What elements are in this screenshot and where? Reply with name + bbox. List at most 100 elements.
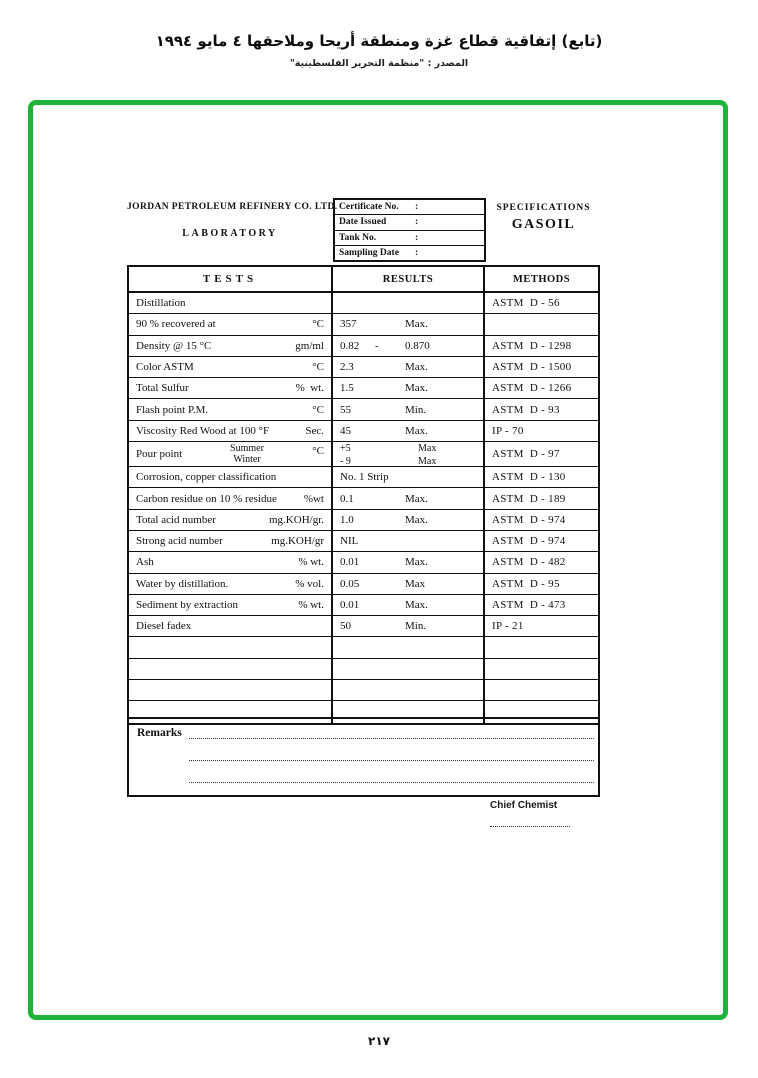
results-cell: 357 Max.	[333, 314, 485, 335]
test-name: Ash	[136, 556, 154, 569]
sampling-date-label: Sampling Date	[339, 247, 399, 258]
certificate-box: Certificate No. : Date Issued : Tank No.…	[333, 198, 486, 262]
result-value: +5	[340, 443, 351, 455]
method-cell: ASTM D - 130	[485, 467, 598, 487]
table-row: Pour point Summer Winter °C +5 Max - 9 Max ASTM …	[129, 442, 598, 468]
tests-cell: Flash point P.M. °C	[129, 399, 333, 420]
tank-no-field: Tank No. :	[335, 231, 484, 246]
test-unit: gm/ml	[295, 339, 324, 352]
company-name: JORDAN PETROLEUM REFINERY CO. LTD.	[127, 202, 338, 212]
result-value: No. 1 Strip	[340, 471, 389, 484]
signature-line	[490, 826, 570, 827]
table-row: Diesel fadex 50 Min. IP - 21	[129, 616, 598, 638]
results-cell: 1.0 Max.	[333, 509, 485, 530]
tests-cell	[129, 637, 333, 658]
results-cell: 1.5 Max.	[333, 378, 485, 399]
laboratory-label: LABORATORY	[182, 228, 278, 239]
result-qualifier: Max.	[405, 361, 428, 374]
method-cell: IP - 21	[485, 616, 598, 636]
result-qualifier: Min.	[405, 620, 427, 633]
remarks-line	[189, 782, 594, 783]
result-qualifier: Max.	[405, 382, 428, 395]
test-name: Sediment by extraction	[136, 599, 239, 611]
table-row: Total acid number mg.KOH/gr. 1.0 Max. ASTM D…	[129, 509, 598, 531]
method-cell: ASTM D - 56	[485, 293, 598, 313]
tests-cell: 90 % recovered at °C	[129, 314, 333, 335]
results-cell: 0.1 Max.	[333, 488, 485, 509]
method-name: ASTM D - 1500	[492, 361, 572, 374]
result-qualifier: Max.	[405, 599, 428, 611]
test-name: Carbon residue on 10 % residue	[136, 492, 277, 505]
tests-cell: Strong acid number mg.KOH/gr	[129, 530, 333, 552]
table-row	[129, 637, 598, 659]
result-dash: -	[375, 339, 379, 352]
test-unit: % wt.	[298, 556, 324, 569]
tests-cell: Corrosion, copper classification	[129, 467, 333, 488]
tests-cell: Density @ 15 °C gm/ml	[129, 335, 333, 356]
method-cell: ASTM D - 974	[485, 531, 598, 551]
remarks-line	[189, 738, 594, 739]
spec-table: TESTS RESULTS METHODS Distillation ASTM D…	[127, 265, 600, 725]
result-qualifier: Max.	[405, 513, 428, 526]
tests-header: TESTS	[129, 267, 333, 291]
result-qualifier: Max.	[405, 556, 428, 569]
result-value: 55	[340, 403, 351, 416]
method-cell: ASTM D - 482	[485, 552, 598, 572]
results-cell: 0.01 Max.	[333, 594, 485, 616]
table-row: Flash point P.M. °C 55 Min. ASTM D - 93	[129, 399, 598, 421]
result-line: - 9 Max	[333, 456, 483, 467]
test-name: Corrosion, copper classification	[136, 471, 277, 484]
tests-cell	[129, 658, 333, 680]
method-cell	[485, 659, 598, 679]
results-cell: 2.3 Max.	[333, 356, 485, 378]
table-row: Density @ 15 °C gm/ml 0.82 - 0.870 ASTM D - 1…	[129, 335, 598, 357]
tests-cell: Total Sulfur % wt.	[129, 378, 333, 399]
product-name: GASOIL	[511, 217, 576, 232]
method-cell	[485, 680, 598, 700]
method-name: ASTM D - 130	[492, 471, 566, 484]
method-name: ASTM D - 1298	[492, 339, 572, 352]
sampling-date-field: Sampling Date :	[335, 246, 484, 260]
date-issued-field: Date Issued :	[335, 215, 484, 231]
result-line: +5 Max	[333, 443, 483, 455]
method-cell: ASTM D - 473	[485, 595, 598, 615]
results-cell	[333, 680, 485, 701]
method-name: ASTM D - 93	[492, 403, 560, 416]
test-unit: % wt.	[295, 382, 324, 395]
results-cell	[333, 293, 485, 314]
result-value: NIL	[340, 535, 359, 548]
remarks-line	[189, 760, 594, 761]
tests-cell: Diesel fadex	[129, 616, 333, 637]
method-cell: ASTM D - 1500	[485, 357, 598, 377]
method-name: ASTM D - 95	[492, 577, 560, 590]
method-cell: ASTM D - 97	[485, 442, 598, 466]
result-value: 0.1	[340, 492, 354, 505]
tests-cell: Total acid number mg.KOH/gr.	[129, 509, 333, 530]
results-cell: No. 1 Strip	[333, 467, 485, 488]
tests-cell: Carbon residue on 10 % residue %wt	[129, 488, 333, 509]
method-cell: ASTM D - 1298	[485, 336, 598, 356]
table-row: Total Sulfur % wt. 1.5 Max. ASTM D - 1266	[129, 378, 598, 400]
table-row	[129, 701, 598, 723]
test-name: Water by distillation.	[136, 577, 229, 590]
test-unit: °C	[312, 361, 324, 374]
results-header: RESULTS	[333, 267, 485, 291]
results-cell	[333, 701, 485, 723]
result-qualifier: Max	[418, 443, 437, 455]
result-qualifier: 0.870	[405, 339, 430, 352]
test-unit: Sec.	[305, 424, 324, 437]
spec-block: SPECIFICATIONS GASOIL	[487, 203, 600, 233]
tests-cell: Water by distillation. % vol.	[129, 573, 333, 594]
colon: :	[415, 202, 419, 213]
method-cell: ASTM D - 974	[485, 510, 598, 530]
results-cell: 55 Min.	[333, 399, 485, 420]
method-name: ASTM D - 974	[492, 535, 566, 548]
tests-cell: Viscosity Red Wood at 100 °F Sec.	[129, 420, 333, 442]
tests-cell: Color ASTM °C	[129, 356, 333, 378]
method-cell: ASTM D - 189	[485, 488, 598, 508]
table-row: 90 % recovered at °C 357 Max.	[129, 314, 598, 336]
results-cell	[333, 637, 485, 658]
test-name: Diesel fadex	[136, 620, 192, 633]
results-cell: 0.82 - 0.870	[333, 335, 485, 356]
table-row: Corrosion, copper classification No. 1 St…	[129, 467, 598, 489]
